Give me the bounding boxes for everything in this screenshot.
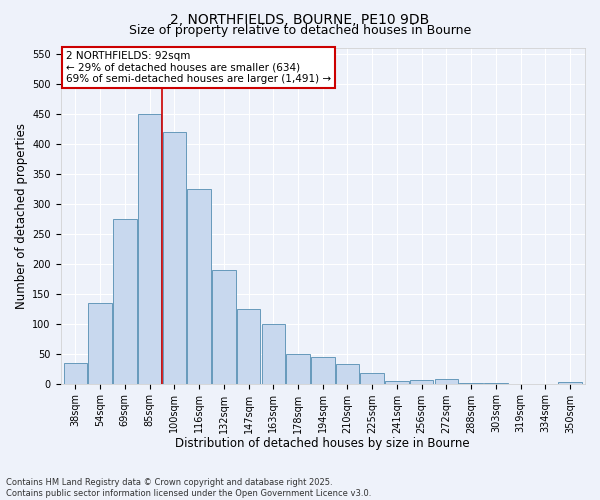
Bar xyxy=(187,188,211,384)
Bar xyxy=(460,383,483,384)
Bar xyxy=(64,362,87,384)
Bar xyxy=(435,380,458,384)
Text: 2, NORTHFIELDS, BOURNE, PE10 9DB: 2, NORTHFIELDS, BOURNE, PE10 9DB xyxy=(170,12,430,26)
Y-axis label: Number of detached properties: Number of detached properties xyxy=(15,122,28,308)
Bar xyxy=(484,383,508,384)
Text: 2 NORTHFIELDS: 92sqm
← 29% of detached houses are smaller (634)
69% of semi-deta: 2 NORTHFIELDS: 92sqm ← 29% of detached h… xyxy=(66,51,331,84)
Bar xyxy=(336,364,359,384)
Bar xyxy=(88,302,112,384)
Bar xyxy=(410,380,433,384)
Bar xyxy=(113,218,137,384)
Bar xyxy=(138,114,161,384)
Bar xyxy=(559,382,582,384)
Text: Size of property relative to detached houses in Bourne: Size of property relative to detached ho… xyxy=(129,24,471,37)
Bar xyxy=(163,132,186,384)
Text: Contains HM Land Registry data © Crown copyright and database right 2025.
Contai: Contains HM Land Registry data © Crown c… xyxy=(6,478,371,498)
Bar xyxy=(361,374,384,384)
Bar xyxy=(385,381,409,384)
X-axis label: Distribution of detached houses by size in Bourne: Distribution of detached houses by size … xyxy=(175,437,470,450)
Bar xyxy=(212,270,236,384)
Bar xyxy=(237,308,260,384)
Bar xyxy=(311,356,335,384)
Bar xyxy=(286,354,310,384)
Bar xyxy=(262,324,285,384)
